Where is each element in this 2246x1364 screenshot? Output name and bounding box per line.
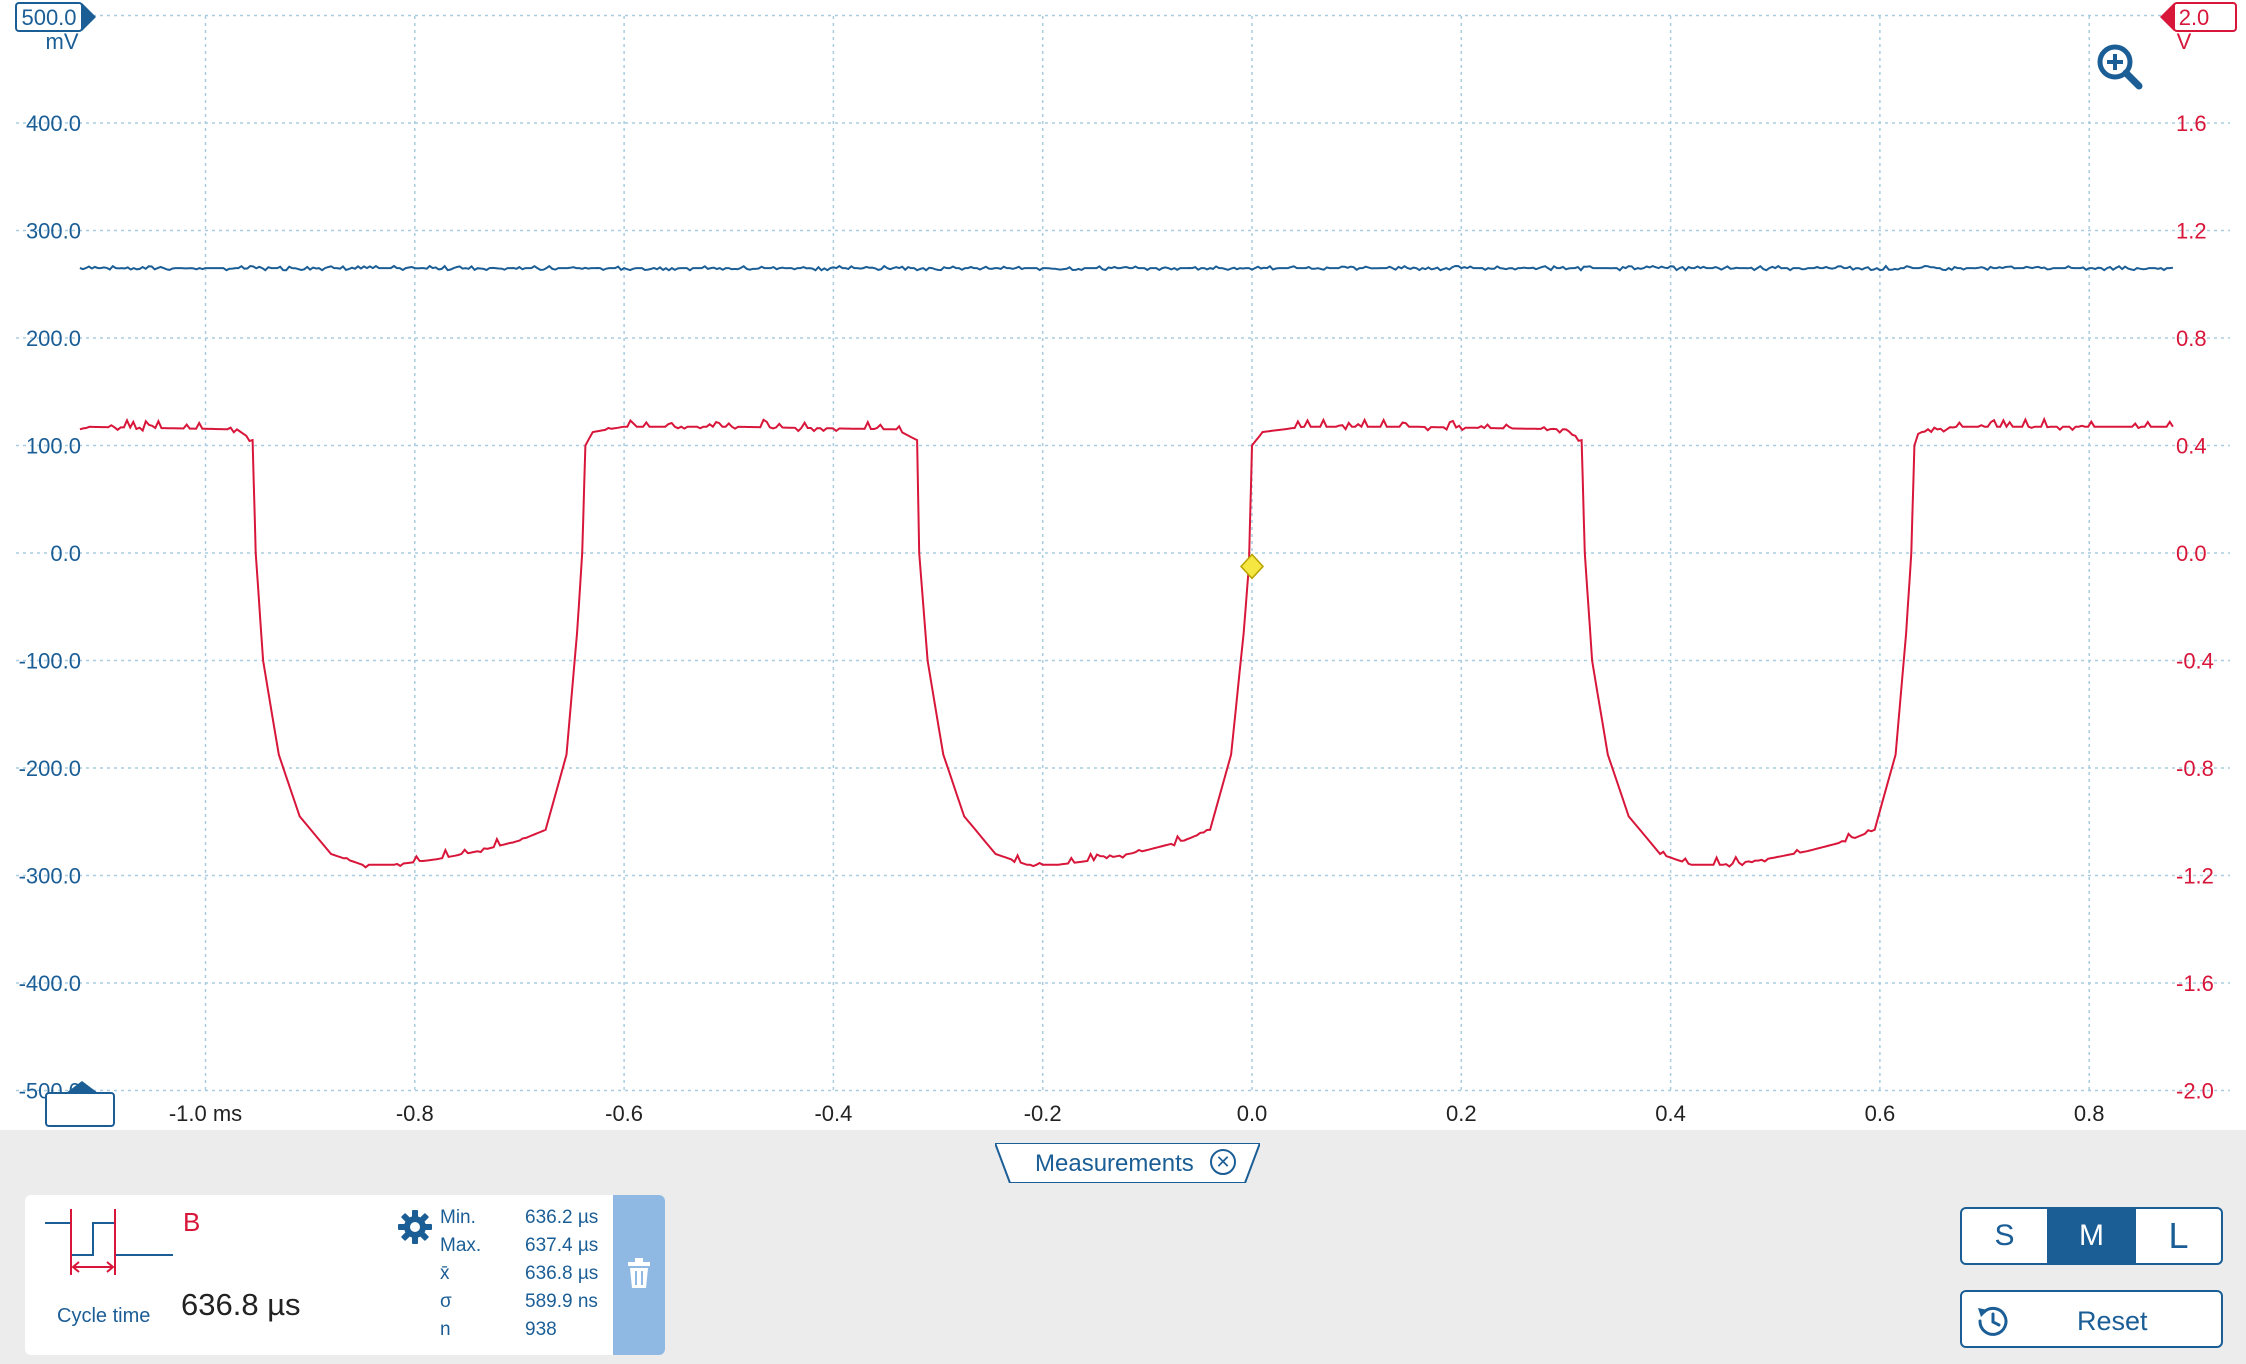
measurements-tab-shape: [995, 1143, 1260, 1183]
stat-label: σ: [440, 1291, 452, 1312]
stat-row-mean: x̄ 636.8 µs: [440, 1263, 640, 1291]
gear-icon[interactable]: [397, 1209, 433, 1245]
trash-icon: [628, 1258, 650, 1288]
stat-value: 938: [525, 1319, 557, 1340]
right-axis-tick-label: -0.4: [2176, 649, 2214, 674]
history-icon: [1978, 1306, 2008, 1336]
measurement-name: Cycle time: [57, 1305, 151, 1327]
stat-label: x̄: [440, 1263, 450, 1284]
channel-a-offset-box[interactable]: [45, 1092, 115, 1127]
time-axis-tick-label: -0.8: [396, 1101, 434, 1126]
stat-value: 636.8 µs: [525, 1263, 599, 1284]
reset-label: Reset: [2077, 1306, 2148, 1336]
right-axis-tick-label: -1.6: [2176, 971, 2214, 996]
scope-plot[interactable]: 400.0 300.0 200.0 100.0 0.0 -100.0 -200.0 -300.…: [0, 0, 2246, 1130]
measurement-card[interactable]: B Cycle time 636.8 µs Min. 636.2 µs Max.…: [25, 1195, 665, 1355]
stat-row-max: Max. 637.4 µs: [440, 1235, 640, 1263]
left-axis-tick-label: -100.0: [19, 649, 81, 674]
time-axis-tick-label: 0.8: [2074, 1101, 2105, 1126]
stat-value: 636.2 µs: [525, 1207, 599, 1228]
size-medium-button[interactable]: M: [2049, 1209, 2136, 1263]
left-axis-tick-label: 100.0: [26, 434, 81, 459]
stat-row-min: Min. 636.2 µs: [440, 1207, 640, 1235]
right-axis-tick-label: 0.0: [2176, 541, 2207, 566]
channel-a-range-label: 500.0: [21, 5, 76, 30]
stat-label: n: [440, 1319, 451, 1340]
right-axis-tick-label: 1.2: [2176, 219, 2207, 244]
trigger-marker-icon[interactable]: [1239, 553, 1265, 580]
scope-display[interactable]: 400.0 300.0 200.0 100.0 0.0 -100.0 -200.0 -300.…: [0, 0, 2246, 1130]
delete-measurement-button[interactable]: [613, 1195, 665, 1355]
channel-b-range-label: 2.0: [2179, 5, 2210, 30]
time-axis-tick-label: 0.0: [1237, 1101, 1268, 1126]
right-axis-tick-label: 0.4: [2176, 434, 2207, 459]
time-axis-tick-label: 0.2: [1446, 1101, 1477, 1126]
channel-b-trace: [79, 416, 2174, 869]
channel-a-unit-label: mV: [46, 29, 79, 54]
channel-a-trace: [79, 264, 2173, 272]
measurements-tab[interactable]: Measurements ✕: [995, 1143, 1260, 1183]
right-axis-tick-label: 1.6: [2176, 111, 2207, 136]
left-axis-tick-label: -400.0: [19, 971, 81, 996]
time-axis-tick-label: 0.4: [1655, 1101, 1686, 1126]
channel-b-unit-label: V: [2177, 29, 2192, 54]
channel-a-range-marker-icon: [82, 3, 96, 31]
measurement-channel: B: [183, 1207, 201, 1237]
channel-b-range-marker-icon: [2160, 3, 2174, 31]
left-axis-tick-label: 0.0: [50, 541, 81, 566]
time-axis-tick-label: -0.6: [605, 1101, 643, 1126]
left-axis-tick-label: -200.0: [19, 756, 81, 781]
stat-row-sigma: σ 589.9 ns: [440, 1291, 640, 1319]
size-small-button[interactable]: S: [1962, 1209, 2049, 1263]
measurement-statistics: Min. 636.2 µs Max. 637.4 µs x̄ 636.8 µs …: [440, 1207, 640, 1347]
left-axis-tick-label: 400.0: [26, 111, 81, 136]
cycle-time-waveform-icon: [45, 1209, 173, 1275]
display-size-selector: S M L: [1960, 1207, 2223, 1265]
right-axis-tick-label: -1.2: [2176, 864, 2214, 889]
time-axis-tick-label: -0.2: [1024, 1101, 1062, 1126]
stat-label: Max.: [440, 1235, 482, 1256]
time-axis-tick-label: -0.4: [814, 1101, 852, 1126]
stat-label: Min.: [440, 1207, 476, 1228]
stat-value: 589.9 ns: [525, 1291, 598, 1312]
reset-button[interactable]: Reset: [1960, 1290, 2223, 1348]
stat-row-count: n 938: [440, 1319, 640, 1347]
measurements-tab-label: Measurements: [1035, 1150, 1194, 1177]
time-axis-tick-label: -1.0 ms: [169, 1101, 242, 1126]
right-axis-tick-label: -0.8: [2176, 756, 2214, 781]
size-large-button[interactable]: L: [2168, 1215, 2189, 1256]
time-axis-tick-label: 0.6: [1865, 1101, 1896, 1126]
left-axis-tick-label: 200.0: [26, 326, 81, 351]
stat-value: 637.4 µs: [525, 1235, 599, 1256]
left-axis-tick-label: -300.0: [19, 864, 81, 889]
zoom-in-icon[interactable]: [2097, 44, 2143, 90]
channel-a-offset-marker-icon: [66, 1081, 98, 1093]
right-axis-tick-label: 0.8: [2176, 326, 2207, 351]
left-axis-tick-label: 300.0: [26, 219, 81, 244]
measurement-value: 636.8 µs: [181, 1287, 301, 1322]
close-circle-icon[interactable]: ✕: [1210, 1149, 1236, 1175]
right-axis-tick-label: -2.0: [2176, 1079, 2214, 1104]
